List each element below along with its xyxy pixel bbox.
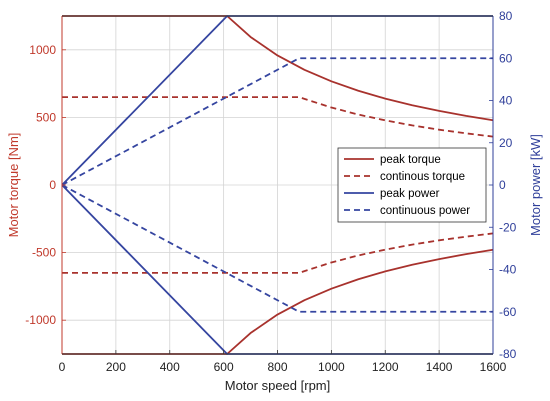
y-right-tick-label: 80 bbox=[499, 9, 513, 23]
y-left-tick-label: 0 bbox=[49, 178, 56, 192]
x-tick-label: 800 bbox=[267, 360, 287, 374]
x-tick-label: 1600 bbox=[480, 360, 507, 374]
legend-entry-continous-torque: continous torque bbox=[344, 171, 465, 183]
y-right-tick-label: 60 bbox=[499, 51, 513, 65]
y-axis-right-label: Motor power [kW] bbox=[528, 134, 543, 236]
y-right-tick-label: -40 bbox=[499, 263, 517, 277]
y-right-tick-label: -20 bbox=[499, 220, 517, 234]
legend: peak torque continous torque peak power … bbox=[337, 147, 487, 223]
x-axis-label: Motor speed [rpm] bbox=[225, 378, 331, 393]
legend-label-continous-torque: continous torque bbox=[380, 171, 465, 183]
series-line-series-5 bbox=[62, 232, 494, 274]
y-right-tick-label: -60 bbox=[499, 305, 517, 319]
y-left-tick-label: -500 bbox=[32, 246, 56, 260]
y-right-tick-label: 20 bbox=[499, 136, 513, 150]
legend-label-peak-power: peak power bbox=[380, 188, 440, 200]
legend-entry-peak-torque: peak torque bbox=[344, 154, 441, 166]
y-right-tick-label: 40 bbox=[499, 94, 513, 108]
x-tick-label: 1400 bbox=[426, 360, 453, 374]
x-tick-label: 200 bbox=[106, 360, 126, 374]
x-tick-label: 400 bbox=[160, 360, 180, 374]
x-tick-label: 1000 bbox=[318, 360, 345, 374]
x-tick-label: 0 bbox=[59, 360, 66, 374]
legend-label-continuous-power: continuous power bbox=[380, 205, 470, 217]
y-left-tick-label: 1000 bbox=[29, 43, 56, 57]
y-right-tick-label: -80 bbox=[499, 347, 517, 361]
x-tick-label: 600 bbox=[214, 360, 234, 374]
y-right-tick-label: 0 bbox=[499, 178, 506, 192]
series-line-series-4 bbox=[62, 248, 494, 355]
legend-label-peak-torque: peak torque bbox=[380, 154, 441, 166]
legend-entry-peak-power: peak power bbox=[344, 188, 440, 200]
y-axis-left-label: Motor torque [Nm] bbox=[6, 133, 21, 238]
legend-box bbox=[337, 147, 487, 223]
series-line-peak-torque bbox=[62, 15, 494, 122]
legend-entry-continuous-power: continuous power bbox=[344, 205, 470, 217]
axes bbox=[61, 15, 494, 355]
x-tick-label: 1200 bbox=[372, 360, 399, 374]
tick-labels: 0 200 400 600 800 1000 1200 1400 1600-1000-50005… bbox=[25, 9, 516, 374]
series-line-continous-torque bbox=[62, 96, 494, 138]
y-left-tick-label: -1000 bbox=[25, 313, 56, 327]
y-left-tick-label: 500 bbox=[36, 110, 56, 124]
